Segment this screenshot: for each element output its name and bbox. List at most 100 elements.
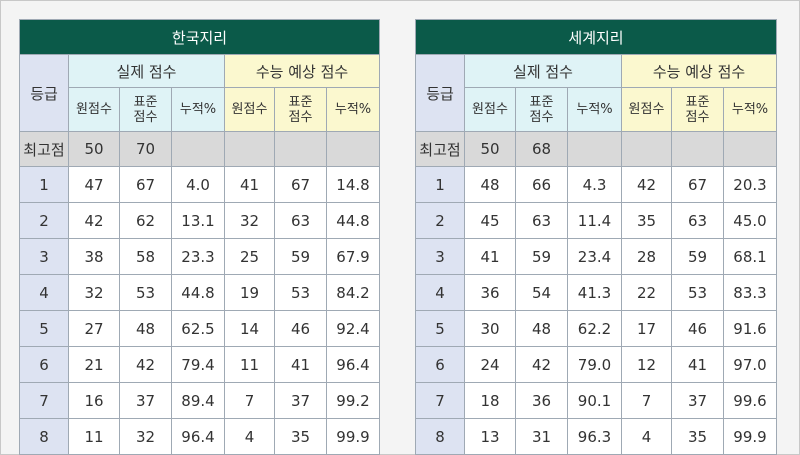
expected-std-cell: 67 — [671, 166, 724, 203]
actual-cum-cell: 41.3 — [567, 274, 622, 311]
expected-raw-cell: 22 — [621, 274, 672, 311]
actual-cum-cell: 4.3 — [567, 166, 622, 203]
actual-cum-cell: 96.4 — [171, 418, 225, 455]
empty-cell — [621, 131, 672, 167]
expected-cum-cell: 99.6 — [723, 382, 777, 419]
max-score-row: 최고점 50 68 — [415, 131, 777, 167]
expected-cum-cell: 44.8 — [326, 202, 380, 239]
actual-std-cell: 37 — [119, 382, 172, 419]
grade-cell: 8 — [19, 418, 69, 455]
expected-cum-cell: 99.9 — [723, 418, 777, 455]
grade-cell: 5 — [415, 310, 465, 347]
actual-std-cell: 48 — [515, 310, 568, 347]
expected-cum-cell: 99.9 — [326, 418, 380, 455]
expected-cum-cell: 96.4 — [326, 346, 380, 383]
table-row: 6 24 42 79.0 12 41 97.0 — [415, 346, 777, 383]
grade-cell: 6 — [19, 346, 69, 383]
grade-cell: 1 — [415, 166, 465, 203]
expected-cum-cell: 67.9 — [326, 238, 380, 275]
grade-cell: 3 — [415, 238, 465, 275]
expected-raw-cell: 19 — [224, 274, 275, 311]
expected-cum-header: 누적% — [326, 87, 380, 132]
empty-cell — [171, 131, 225, 167]
actual-cum-cell: 23.3 — [171, 238, 225, 275]
actual-raw-cell: 36 — [464, 274, 516, 311]
korean-geography-table: 한국지리 등급 실제 점수 수능 예상 점수 원점수 표준 점수 누적% 원점수 … — [19, 19, 380, 455]
world-geography-table: 세계지리 등급 실제 점수 수능 예상 점수 원점수 표준 점수 누적% 원점수 … — [415, 19, 777, 455]
actual-cum-cell: 79.0 — [567, 346, 622, 383]
grade-cell: 7 — [415, 382, 465, 419]
actual-std-header: 표준 점수 — [515, 87, 568, 132]
table-row: 1 47 67 4.0 41 67 14.8 — [19, 166, 380, 203]
actual-cum-cell: 62.2 — [567, 310, 622, 347]
actual-std-cell: 62 — [119, 202, 172, 239]
empty-cell — [274, 131, 327, 167]
grade-header: 등급 — [415, 54, 465, 132]
max-score-row: 최고점 50 70 — [19, 131, 380, 167]
max-label: 최고점 — [19, 131, 69, 167]
actual-std-cell: 48 — [119, 310, 172, 347]
expected-std-cell: 59 — [671, 238, 724, 275]
empty-cell — [671, 131, 724, 167]
actual-std-cell: 58 — [119, 238, 172, 275]
expected-std-cell: 63 — [671, 202, 724, 239]
max-std: 68 — [515, 131, 568, 167]
grade-cell: 5 — [19, 310, 69, 347]
table-row: 8 13 31 96.3 4 35 99.9 — [415, 418, 777, 455]
table-row: 7 16 37 89.4 7 37 99.2 — [19, 382, 380, 419]
expected-score-header: 수능 예상 점수 — [621, 54, 777, 88]
grade-cell: 4 — [19, 274, 69, 311]
actual-raw-header: 원점수 — [464, 87, 516, 132]
table-row: 5 27 48 62.5 14 46 92.4 — [19, 310, 380, 347]
actual-cum-cell: 96.3 — [567, 418, 622, 455]
grade-cell: 2 — [19, 202, 69, 239]
expected-std-cell: 37 — [274, 382, 327, 419]
expected-raw-cell: 7 — [621, 382, 672, 419]
expected-cum-cell: 92.4 — [326, 310, 380, 347]
expected-std-cell: 53 — [274, 274, 327, 311]
table-title: 한국지리 — [19, 19, 380, 55]
actual-score-header: 실제 점수 — [464, 54, 622, 88]
table-row: 7 18 36 90.1 7 37 99.6 — [415, 382, 777, 419]
expected-raw-cell: 32 — [224, 202, 275, 239]
expected-std-cell: 35 — [671, 418, 724, 455]
expected-cum-cell: 20.3 — [723, 166, 777, 203]
actual-std-cell: 42 — [119, 346, 172, 383]
expected-cum-cell: 14.8 — [326, 166, 380, 203]
actual-raw-cell: 13 — [464, 418, 516, 455]
max-raw: 50 — [464, 131, 516, 167]
expected-cum-cell: 97.0 — [723, 346, 777, 383]
actual-std-cell: 53 — [119, 274, 172, 311]
expected-cum-cell: 91.6 — [723, 310, 777, 347]
expected-raw-cell: 11 — [224, 346, 275, 383]
expected-raw-cell: 42 — [621, 166, 672, 203]
actual-raw-header: 원점수 — [68, 87, 120, 132]
grade-cell: 1 — [19, 166, 69, 203]
actual-raw-cell: 16 — [68, 382, 120, 419]
expected-raw-cell: 17 — [621, 310, 672, 347]
table-row: 4 36 54 41.3 22 53 83.3 — [415, 274, 777, 311]
expected-std-cell: 35 — [274, 418, 327, 455]
actual-std-cell: 36 — [515, 382, 568, 419]
grade-header: 등급 — [19, 54, 69, 132]
actual-cum-cell: 89.4 — [171, 382, 225, 419]
expected-cum-cell: 84.2 — [326, 274, 380, 311]
table-row: 2 45 63 11.4 35 63 45.0 — [415, 202, 777, 239]
actual-cum-cell: 62.5 — [171, 310, 225, 347]
actual-cum-cell: 4.0 — [171, 166, 225, 203]
empty-cell — [326, 131, 380, 167]
expected-cum-cell: 45.0 — [723, 202, 777, 239]
actual-std-cell: 67 — [119, 166, 172, 203]
grade-cell: 2 — [415, 202, 465, 239]
actual-raw-cell: 32 — [68, 274, 120, 311]
expected-std-cell: 67 — [274, 166, 327, 203]
expected-raw-header: 원점수 — [224, 87, 275, 132]
table-row: 3 38 58 23.3 25 59 67.9 — [19, 238, 380, 275]
actual-std-cell: 31 — [515, 418, 568, 455]
table-row: 2 42 62 13.1 32 63 44.8 — [19, 202, 380, 239]
actual-cum-cell: 11.4 — [567, 202, 622, 239]
grade-cell: 6 — [415, 346, 465, 383]
actual-raw-cell: 48 — [464, 166, 516, 203]
expected-raw-cell: 7 — [224, 382, 275, 419]
grade-cell: 7 — [19, 382, 69, 419]
